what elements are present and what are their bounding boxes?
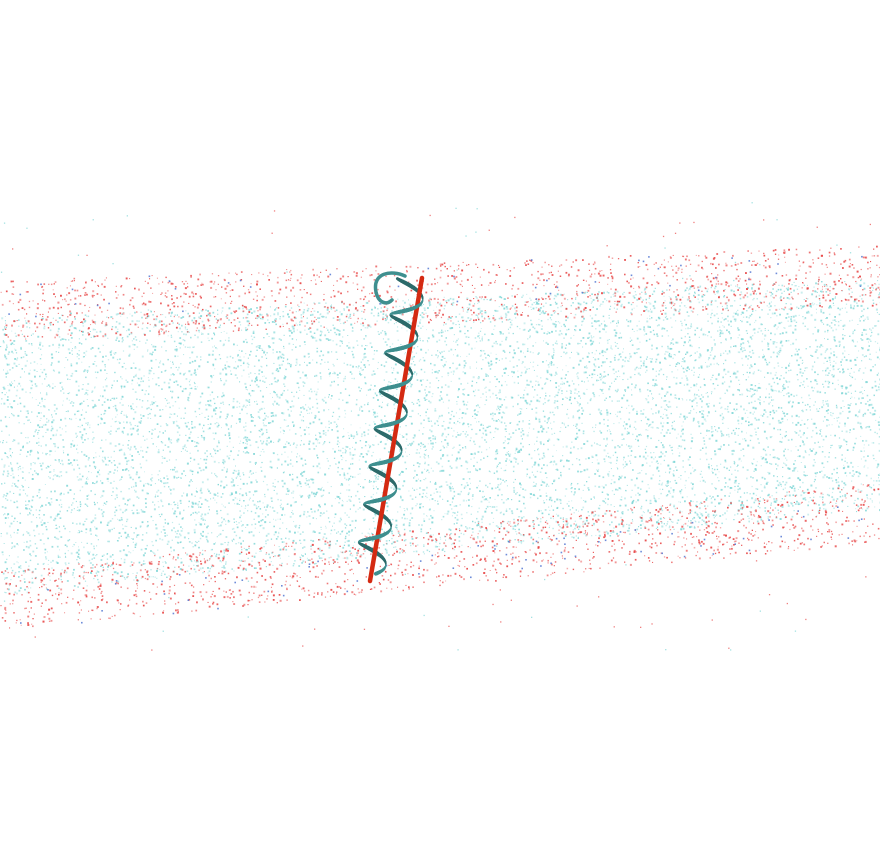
helix-front-ribbon <box>358 271 424 576</box>
helix-terminus-loop <box>373 271 407 305</box>
lipid-membrane <box>0 202 880 651</box>
helix-axis-line <box>367 275 425 584</box>
